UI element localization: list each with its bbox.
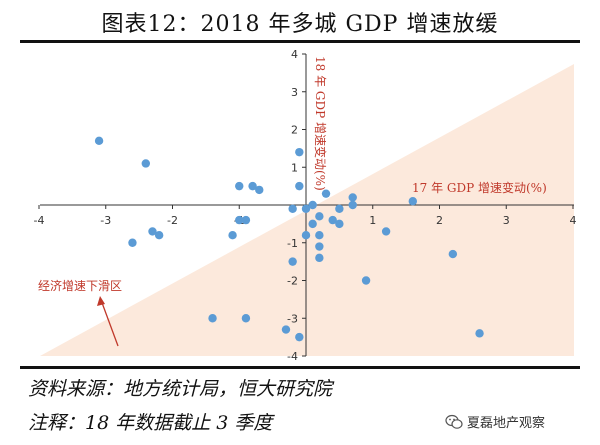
x-tick-label: 1 xyxy=(369,214,376,227)
data-point xyxy=(281,325,291,334)
data-point xyxy=(348,200,357,210)
data-point xyxy=(335,204,344,213)
y-tick-label: -3 xyxy=(287,312,298,325)
data-point xyxy=(248,181,257,191)
data-point xyxy=(94,136,104,146)
data-point xyxy=(408,197,417,206)
data-point xyxy=(295,181,304,191)
data-point xyxy=(475,329,484,338)
data-point xyxy=(308,200,317,210)
y-tick-label: -4 xyxy=(287,350,298,363)
data-point xyxy=(315,253,324,263)
annotation-arrow xyxy=(97,296,119,347)
data-point xyxy=(315,212,324,221)
decline-zone-annotation: 经济增速下滑区 xyxy=(38,278,122,293)
data-point xyxy=(241,215,251,225)
data-point xyxy=(241,314,251,323)
data-point xyxy=(235,181,244,191)
data-point xyxy=(328,215,337,225)
footnote: 注释：18 年数据截止 3 季度 xyxy=(28,412,273,434)
data-point xyxy=(255,185,264,195)
x-tick-label: -4 xyxy=(34,214,45,227)
data-point xyxy=(301,231,311,240)
watermark: 夏磊地产观察 xyxy=(445,412,545,431)
arrow-shaft xyxy=(100,299,119,347)
data-point xyxy=(335,219,344,229)
data-point xyxy=(148,227,157,236)
data-point xyxy=(321,189,331,198)
y-tick-label: -1 xyxy=(287,237,298,250)
x-tick-label: -2 xyxy=(167,214,178,227)
y-tick-label: 4 xyxy=(291,48,298,61)
data-point xyxy=(295,332,304,342)
data-point xyxy=(295,147,304,157)
data-point xyxy=(141,159,150,168)
top-rule xyxy=(20,40,580,43)
data-point xyxy=(315,242,324,251)
data-point xyxy=(235,215,244,225)
x-axis-label: 17 年 GDP 增速变动(%) xyxy=(412,180,547,195)
wechat-icon xyxy=(445,414,463,429)
y-tick-label: 3 xyxy=(291,86,298,99)
data-points xyxy=(94,136,484,342)
x-tick-label: 4 xyxy=(570,214,577,227)
y-tick-label: 1 xyxy=(291,161,298,174)
data-point xyxy=(301,204,311,213)
data-point xyxy=(154,231,164,240)
data-point xyxy=(348,193,357,202)
figure-title: 图表12：2018 年多城 GDP 增速放缓 xyxy=(101,12,499,37)
bottom-rule xyxy=(20,366,580,369)
x-tick-label: 2 xyxy=(436,214,443,227)
y-tick-label: -2 xyxy=(287,275,298,288)
data-point xyxy=(448,249,458,259)
data-point xyxy=(381,227,391,236)
x-tick-label: 3 xyxy=(503,214,510,227)
data-point xyxy=(308,219,317,229)
watermark-text: 夏磊地产观察 xyxy=(467,416,546,431)
y-tick-label: 2 xyxy=(291,124,298,137)
data-point xyxy=(208,314,217,323)
data-point xyxy=(361,276,371,285)
source-note: 资料来源：地方统计局，恒大研究院 xyxy=(28,378,333,400)
data-point xyxy=(288,257,297,266)
data-point xyxy=(288,204,297,213)
y-axis-label: 18 年 GDP 增速变动(%) xyxy=(313,56,328,191)
data-point xyxy=(228,231,237,240)
data-point xyxy=(315,231,324,240)
x-tick-label: -3 xyxy=(100,214,111,227)
arrow-head xyxy=(97,296,105,306)
data-point xyxy=(128,238,137,247)
